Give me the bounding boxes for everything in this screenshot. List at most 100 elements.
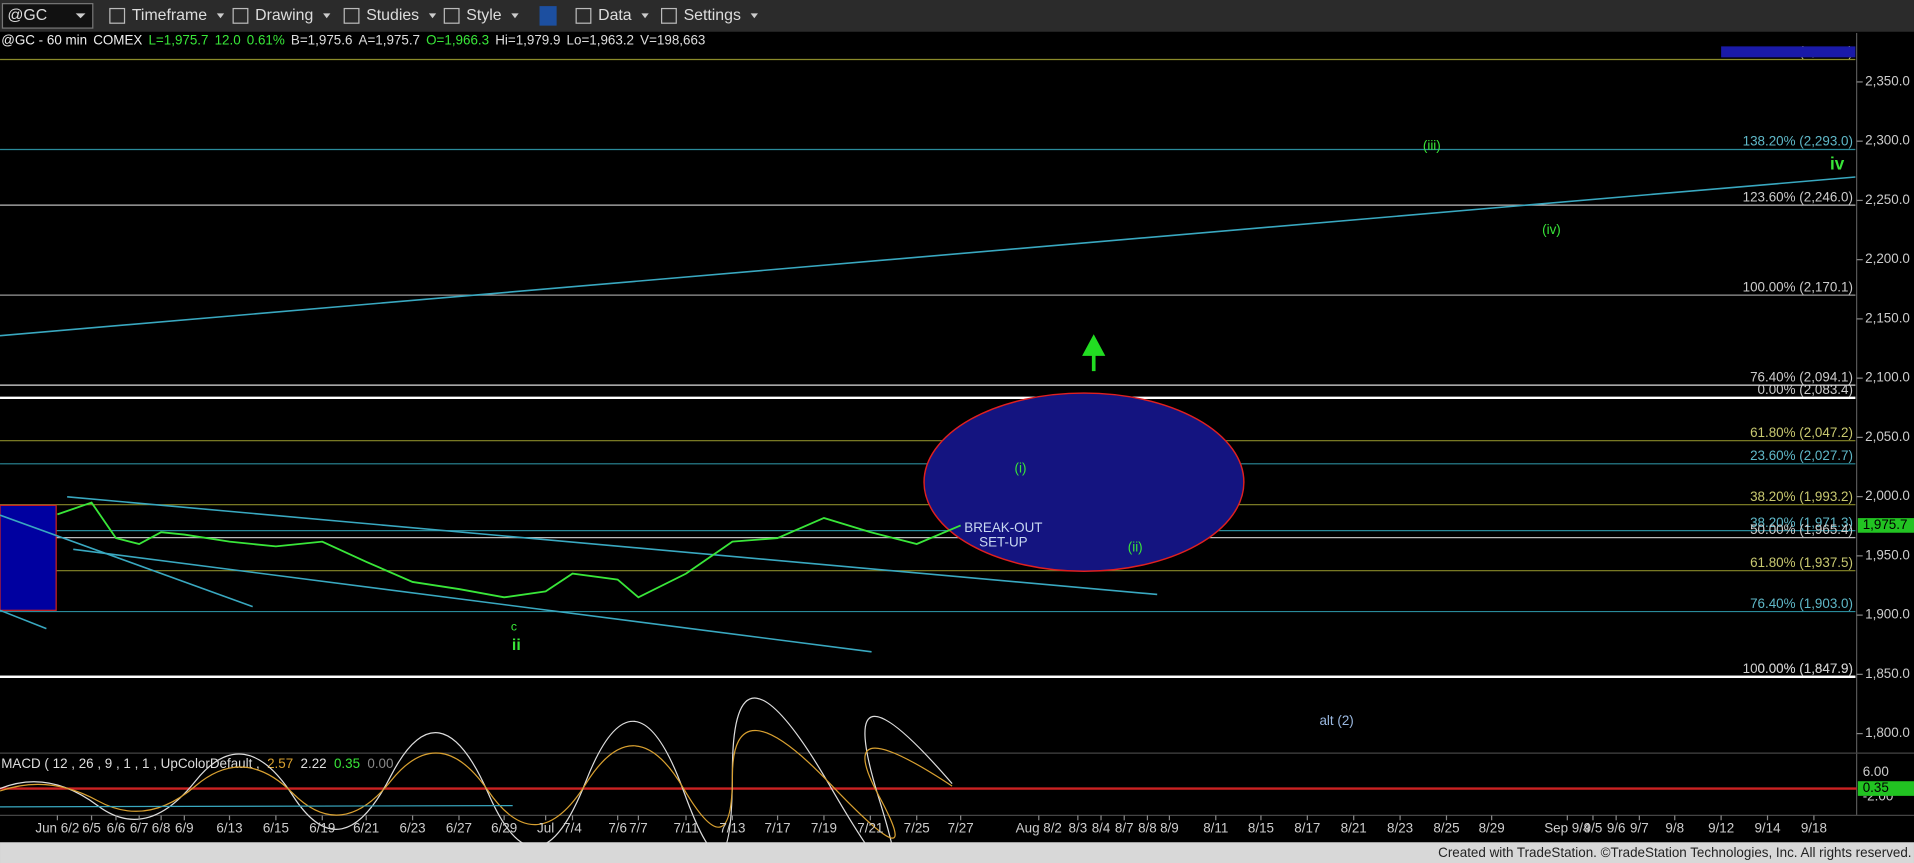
macd-reading: 0.35	[334, 756, 360, 771]
toolbar-icon[interactable]	[443, 7, 460, 24]
wave-label: (ii)	[1128, 540, 1143, 555]
fib-label: 61.80% (2,047.2)	[1750, 425, 1853, 440]
macd-trend	[0, 805, 513, 808]
toolbar-button[interactable]: Timeframe	[132, 7, 207, 24]
x-tick-label: 9/12	[1708, 820, 1734, 835]
footer-bar	[0, 842, 1914, 863]
footer: Created with TradeStation. ©TradeStation…	[1438, 845, 1911, 860]
toolbar-icon[interactable]	[660, 7, 677, 24]
x-tick-label: Jul	[537, 820, 554, 835]
x-tick-label: 8/4	[1092, 820, 1111, 835]
macd-label: MACD ( 12 , 26 , 9 , 1 , 1 , UpColorDefa…	[1, 756, 260, 771]
fib-label: 0.00% (1,847.9)	[1758, 661, 1853, 676]
x-tick-label: 6/23	[400, 820, 426, 835]
macd-tag	[1857, 781, 1914, 796]
fib-label: 100.00% (1,847.9)	[1743, 661, 1853, 676]
header-field: 12.0	[215, 32, 241, 47]
y-tick-label: 2,050.0	[1865, 429, 1910, 444]
x-tick-label: 8/21	[1341, 820, 1367, 835]
x-tick-label: 8/9	[1160, 820, 1179, 835]
toolbar-button[interactable]: Style	[466, 7, 501, 24]
wave-label: (iii)	[1423, 138, 1441, 153]
x-tick-label: 6/9	[175, 820, 194, 835]
x-tick-label: 9/5	[1584, 820, 1603, 835]
toolbar-button[interactable]: Data	[598, 7, 632, 24]
header-field: O=1,966.3	[426, 32, 489, 47]
macd-axis-label: 6.00	[1863, 764, 1889, 779]
dropdown-arrow	[428, 13, 437, 19]
x-tick-label: 7/7	[629, 820, 648, 835]
toolbar-icon[interactable]	[109, 7, 126, 24]
dropdown-arrow	[323, 13, 331, 19]
x-tick-label: 7/13	[719, 820, 745, 835]
price-axis	[1857, 32, 1914, 816]
toolbar-button[interactable]: Studies	[366, 7, 419, 24]
header-field: A=1,975.7	[359, 32, 421, 47]
x-tick-label: 8/17	[1294, 820, 1320, 835]
x-tick-label: 6/21	[353, 820, 379, 835]
grid: 1,800.0 1,850.0 1,900.0 1,950.0 2,000.0 2,050…	[1856, 73, 1914, 740]
fib-label: 76.40% (2,094.1)	[1750, 369, 1853, 384]
x-tick-label: 7/19	[811, 820, 837, 835]
x-tick-label: 6/29	[491, 820, 517, 835]
x-tick-label: 9/14	[1754, 820, 1781, 835]
x-tick-label: 7/25	[904, 820, 930, 835]
wave-label: SET-UP	[979, 535, 1027, 550]
fib-box	[1721, 46, 1856, 58]
x-tick-label: 9/6	[1607, 820, 1626, 835]
fib-label: 50.00% (1,965.4)	[1750, 522, 1853, 537]
y-tick-label: 2,000.0	[1865, 488, 1910, 503]
symbol[interactable]: @GC	[7, 7, 47, 24]
dropdown-arrow	[216, 13, 225, 19]
trend-line	[0, 176, 1856, 337]
fib-label: 100.00% (2,170.1)	[1743, 279, 1853, 294]
x-tick-label: 6/7	[130, 820, 149, 835]
x-tick-label: 8/11	[1203, 820, 1228, 835]
macd-signal	[0, 729, 953, 839]
plot-area	[0, 32, 1858, 816]
x-tick-label: 8/7	[1115, 820, 1134, 835]
x-axis: Jun 6/2 6/5 6/6 6/7 6/8 6/9 6/13 6/15 6/19 6/21 6/…	[35, 815, 1827, 835]
symbol-header: @GC - 60 min COMEX L=1,975.7 12.0 0.61% B=1,9…	[1, 32, 705, 47]
toolbar-icon[interactable]	[539, 6, 557, 26]
fib-label: 76.40% (1,903.0)	[1750, 596, 1853, 611]
header-field: @GC - 60 min	[1, 32, 87, 47]
x-tick-label: 6/8	[152, 820, 171, 835]
toolbar	[0, 0, 1914, 32]
x-tick-label: Jun 6/2	[35, 820, 79, 835]
x-tick-label: 8/8	[1138, 820, 1157, 835]
fib-label: 23.60% (2,027.7)	[1750, 448, 1853, 463]
x-tick-label: 9/18	[1801, 820, 1827, 835]
header-field: B=1,975.6	[291, 32, 353, 47]
fib-label: 38.20% (1,993.2)	[1750, 489, 1853, 504]
y-tick-label: 2,200.0	[1865, 251, 1910, 266]
dropdown-arrow	[75, 13, 86, 19]
wave-label: ii	[512, 637, 521, 654]
x-tick-label: 8/25	[1433, 820, 1459, 835]
fib-label: 138.20% (2,293.0)	[1743, 134, 1853, 149]
x-tick-label: 8/15	[1248, 820, 1274, 835]
macd-reading: 0.00	[367, 756, 393, 771]
header-field: V=198,663	[640, 32, 705, 47]
dropdown-arrow	[511, 13, 519, 19]
fib-label: 61.80% (1,937.5)	[1750, 555, 1853, 570]
toolbar-icon[interactable]	[343, 7, 360, 24]
y-tick-label: 2,100.0	[1865, 370, 1910, 385]
x-tick-label: 9/8	[1665, 820, 1684, 835]
trend-line	[67, 496, 1158, 596]
toolbar-icon[interactable]	[232, 7, 249, 24]
fib-label: 0.00% (2,083.4)	[1758, 382, 1853, 397]
symbol-box[interactable]	[1, 3, 94, 29]
y-tick-label: 1,850.0	[1865, 666, 1910, 681]
toolbar-button[interactable]: Settings	[684, 7, 741, 24]
up-arrow	[1082, 334, 1106, 372]
toolbar-icon[interactable]	[575, 7, 592, 24]
last-price-label: 1,975.7	[1863, 517, 1908, 532]
price-series	[57, 501, 962, 599]
wave-label: (iv)	[1542, 222, 1561, 237]
toolbar-button[interactable]: Drawing	[255, 7, 313, 24]
x-tick-label: Sep 9/4	[1544, 820, 1591, 835]
x-tick-label: 6/5	[82, 820, 101, 835]
toolbar-items: Timeframe Drawing Studies Style Data Settings	[109, 6, 758, 26]
